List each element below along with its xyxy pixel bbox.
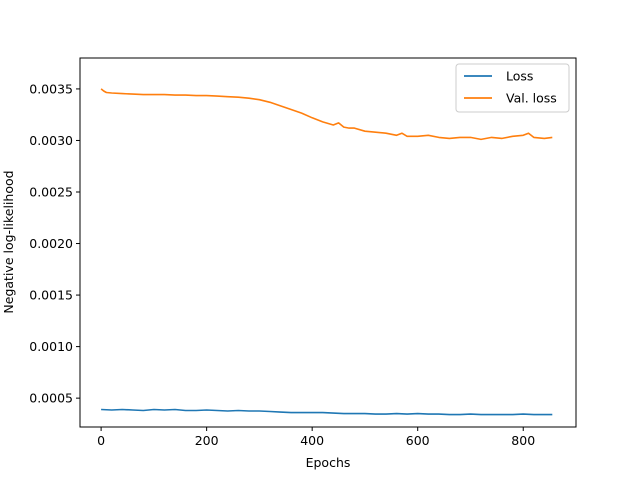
x-tick-label: 400 [300, 433, 324, 448]
y-axis-title: Negative log-likelihood [1, 170, 16, 313]
plot-frame [79, 57, 577, 428]
y-tick-label: 0.0005 [29, 391, 73, 406]
x-axis: 0 200 400 600 800 [97, 427, 535, 448]
x-tick-label: 0 [97, 433, 105, 448]
legend: Loss Val. loss [455, 63, 570, 113]
y-tick-label: 0.0025 [29, 184, 73, 199]
x-tick-label: 800 [511, 433, 535, 448]
x-tick-label: 200 [195, 433, 219, 448]
legend-label: Loss [506, 69, 533, 84]
y-tick-label: 0.0030 [29, 133, 73, 148]
y-tick-label: 0.0020 [29, 236, 73, 251]
legend-label: Val. loss [506, 91, 557, 106]
y-axis: 0.0005 0.0010 0.0015 0.0020 0.0025 0.0030 0.00… [29, 81, 80, 406]
series-layer [100, 88, 553, 416]
x-axis-title: Epochs [306, 455, 351, 470]
y-tick-label: 0.0035 [29, 81, 73, 96]
y-tick-label: 0.0015 [29, 288, 73, 303]
series-line-val-loss [100, 88, 553, 141]
plot-area [79, 57, 577, 428]
y-tick-label: 0.0010 [29, 339, 73, 354]
x-tick-label: 600 [406, 433, 430, 448]
series-line-loss [101, 408, 553, 416]
